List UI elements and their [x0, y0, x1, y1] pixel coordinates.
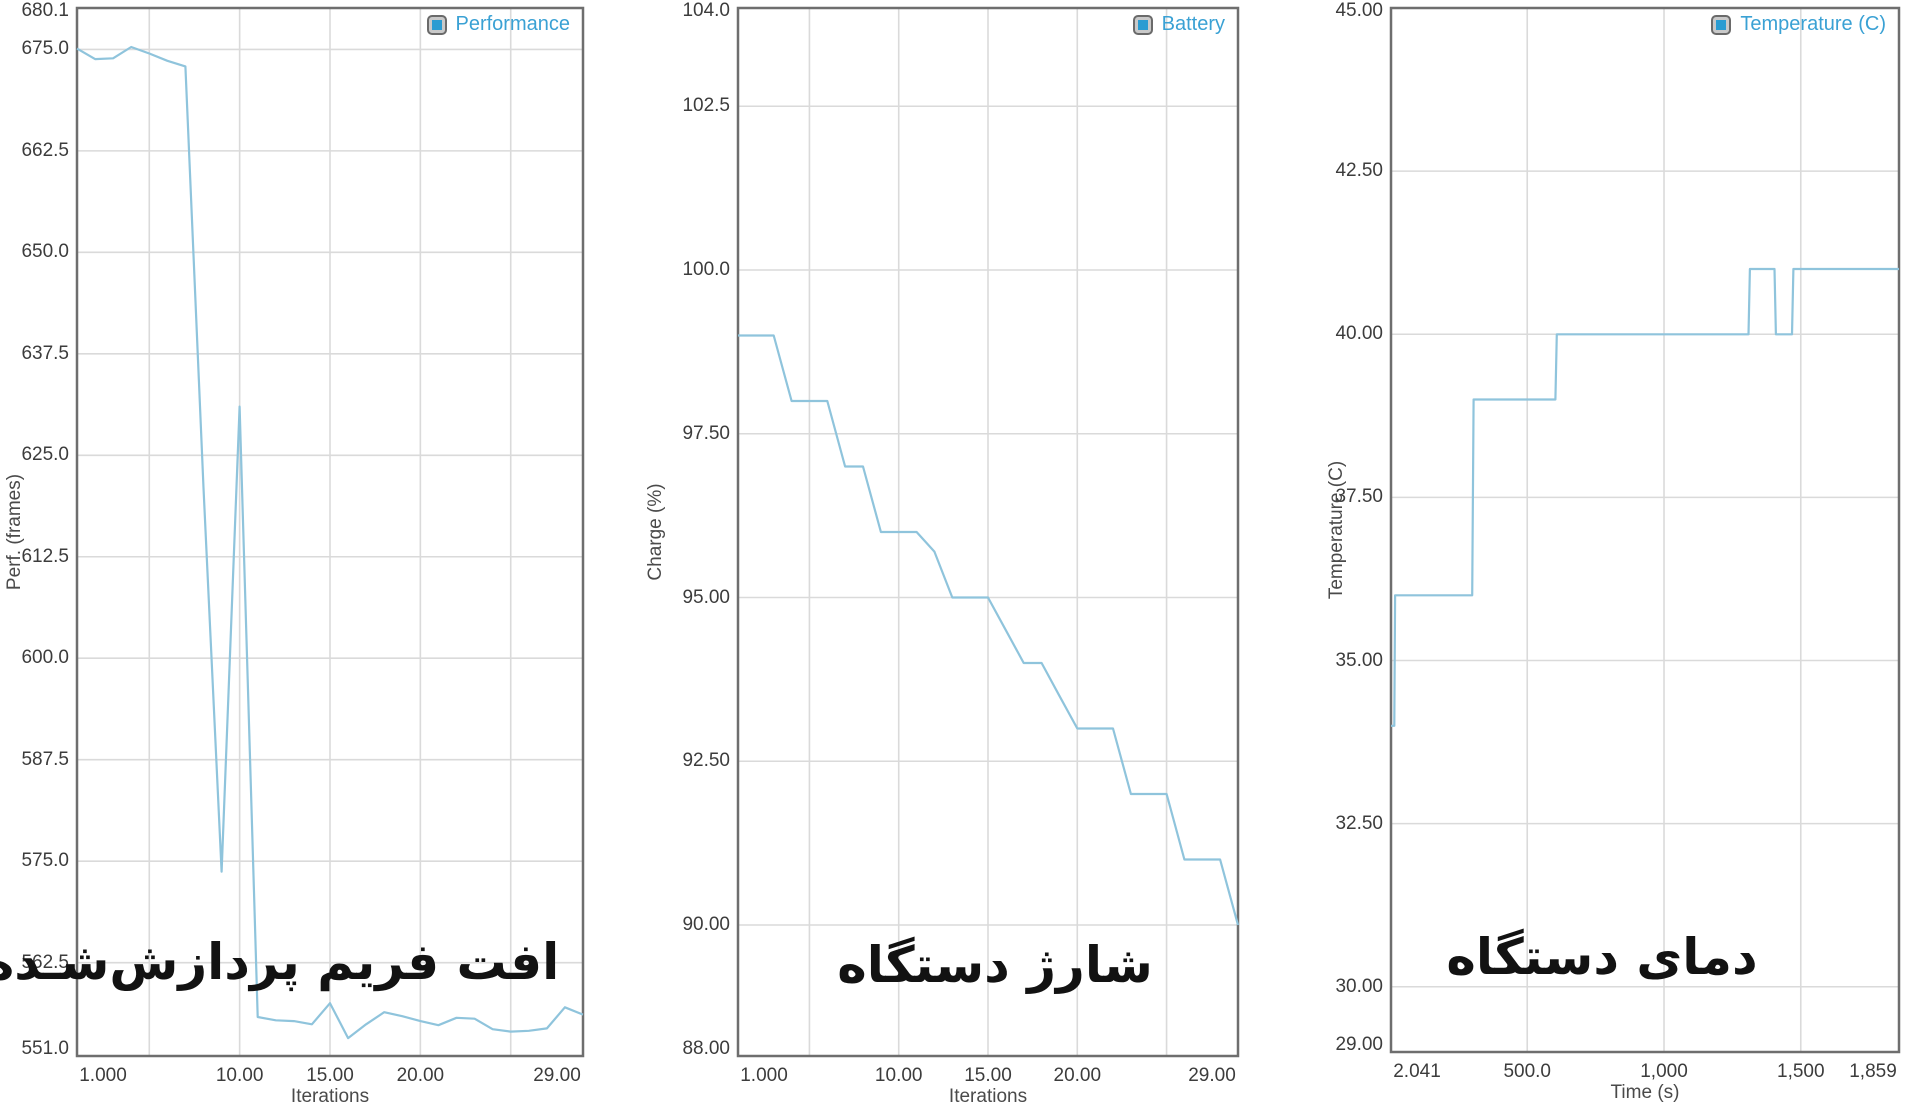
overlay-caption-temperature: دمای دستگاه: [1446, 928, 1758, 986]
x-tick-label: 29.00: [533, 1065, 581, 1086]
legend-label: Performance: [455, 13, 571, 35]
y-tick-label: 45.00: [1335, 0, 1383, 21]
x-tick-label: 1,500: [1777, 1061, 1825, 1082]
plot-border: [736, 6, 1240, 1058]
y-tick-label: 32.50: [1335, 812, 1383, 834]
legend-swatch-icon: [1132, 14, 1153, 35]
y-tick-label: 612.5: [21, 545, 69, 567]
y-tick-label: 100.0: [682, 259, 730, 280]
y-tick-label: 662.5: [21, 139, 69, 161]
x-tick-label: 1,000: [1640, 1061, 1688, 1082]
y-tick-label: 600.0: [21, 647, 69, 669]
y-tick-label: 88.00: [682, 1038, 730, 1059]
overlay-caption-performance: افت فریم پردازش‌شـده: [0, 933, 560, 991]
legend-temperature: Temperature (C): [1711, 13, 1886, 36]
legend-label: Battery: [1161, 13, 1225, 35]
legend-label: Temperature (C): [1740, 13, 1886, 35]
x-tick-label: 1.000: [79, 1065, 127, 1086]
y-tick-label: 30.00: [1335, 975, 1383, 997]
y-tick-label: 37.50: [1335, 486, 1383, 508]
y-tick-label: 675.0: [21, 38, 69, 60]
x-axis-title: Iterations: [290, 1086, 370, 1103]
y-tick-label: 95.00: [682, 586, 730, 608]
legend-swatch-inner-square: [431, 19, 442, 30]
y-tick-label: 551.0: [21, 1038, 69, 1059]
y-tick-label: 680.1: [21, 0, 69, 21]
y-tick-label: 637.5: [21, 342, 69, 364]
x-tick-label: 29.00: [1188, 1065, 1236, 1086]
x-tick-label: 2.041: [1393, 1061, 1441, 1082]
y-tick-label: 42.50: [1335, 160, 1383, 182]
legend-performance: Performance: [426, 13, 571, 36]
legend-swatch-inner-square: [1716, 19, 1727, 30]
series-line-performance: [76, 45, 584, 1040]
legend-swatch-icon: [1711, 14, 1732, 35]
y-tick-label: 35.00: [1335, 649, 1383, 671]
x-tick-label: 15.00: [306, 1065, 354, 1086]
x-tick-label: 10.00: [215, 1065, 264, 1086]
y-tick-label: 40.00: [1335, 323, 1383, 345]
legend-swatch-icon: [426, 14, 447, 35]
legend-swatch-inner-square: [1137, 19, 1148, 30]
x-tick-label: 500.0: [1503, 1061, 1551, 1082]
overlay-caption-battery: شارژ دستگاه: [837, 936, 1153, 994]
plot-border: [75, 6, 585, 1058]
x-tick-label: 1,859: [1849, 1061, 1897, 1082]
y-axis-title: Temperature (C): [1326, 460, 1347, 600]
y-tick-label: 625.0: [21, 444, 69, 466]
x-tick-label: 10.00: [874, 1065, 923, 1086]
x-tick-label: 20.00: [1053, 1065, 1102, 1086]
y-tick-label: 90.00: [682, 914, 730, 935]
y-tick-label: 29.00: [1335, 1034, 1383, 1055]
x-axis-title: Iterations: [948, 1086, 1028, 1103]
y-tick-label: 102.5: [682, 95, 730, 117]
plot-border: [1389, 6, 1901, 1054]
y-tick-label: 97.50: [682, 422, 730, 444]
y-tick-label: 562.5: [21, 951, 69, 973]
series-line-temperature: [1391, 267, 1899, 727]
legend-battery: Battery: [1132, 13, 1225, 36]
x-tick-label: 20.00: [396, 1065, 445, 1086]
y-tick-label: 650.0: [21, 241, 69, 263]
y-tick-label: 92.50: [682, 750, 730, 772]
y-tick-label: 587.5: [21, 748, 69, 770]
x-tick-label: 15.00: [964, 1065, 1012, 1086]
y-tick-label: 104.0: [682, 0, 730, 21]
x-axis-title: Time (s): [1610, 1082, 1680, 1103]
series-line-battery: [738, 334, 1240, 926]
y-tick-label: 575.0: [21, 850, 69, 872]
x-tick-label: 1.000: [740, 1065, 788, 1086]
